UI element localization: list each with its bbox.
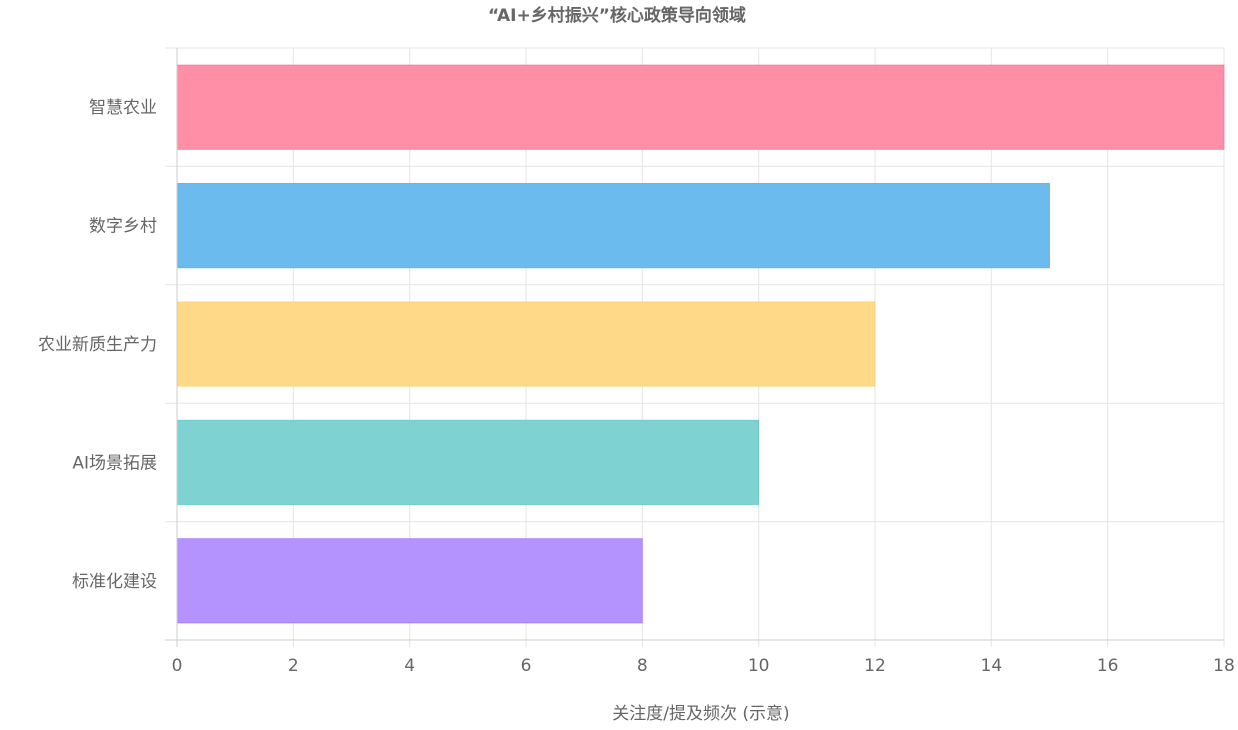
x-tick-label: 8 [637, 656, 648, 676]
x-tick-label: 18 [1213, 656, 1235, 676]
bar [176, 419, 760, 506]
y-category-label: 数字乡村 [89, 217, 157, 237]
y-category-label: 农业新质生产力 [38, 335, 157, 355]
bar [176, 538, 643, 624]
y-category-label: AI场景拓展 [72, 453, 157, 473]
x-tick-label: 10 [748, 656, 770, 676]
x-tick-label: 2 [288, 656, 299, 676]
chart-title: “AI+乡村振兴”核心政策导向领域 [488, 5, 746, 26]
x-tick-label: 16 [1097, 656, 1119, 676]
y-category-label: 标准化建设 [72, 572, 157, 592]
bar [176, 182, 1050, 269]
bar [176, 301, 876, 387]
x-tick-label: 4 [404, 656, 415, 676]
x-axis-title: 关注度/提及频次 (示意) [612, 704, 789, 724]
x-tick-label: 0 [172, 656, 183, 676]
x-tick-label: 14 [981, 656, 1003, 676]
x-tick-label: 6 [521, 656, 532, 676]
x-tick-label: 12 [864, 656, 886, 676]
bars [176, 64, 1225, 624]
y-category-label: 智慧农业 [89, 98, 157, 118]
bar [176, 64, 1225, 150]
